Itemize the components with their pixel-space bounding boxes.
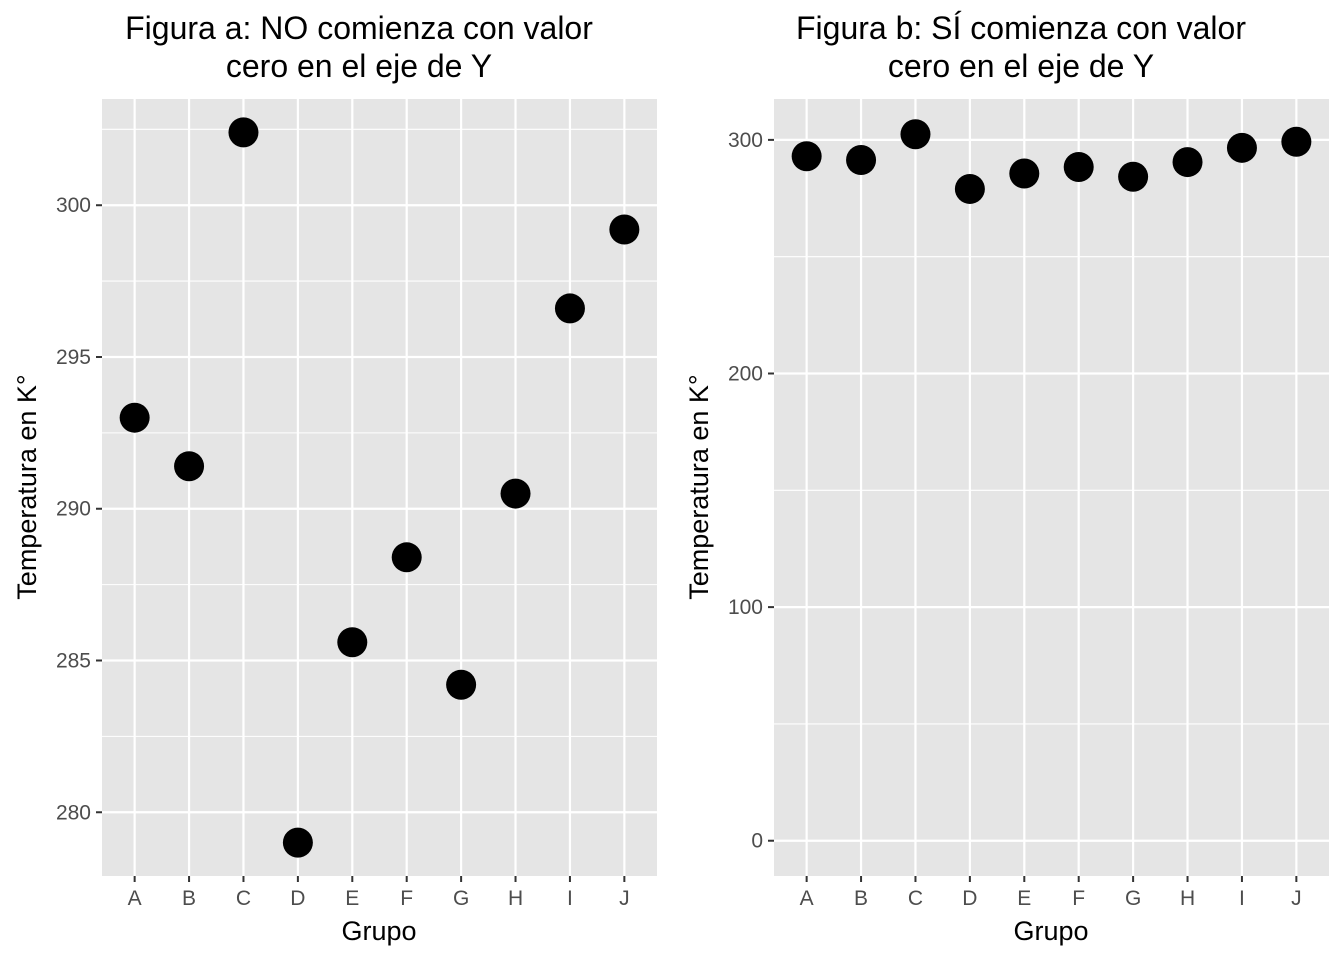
plot-background	[102, 99, 657, 876]
data-point	[391, 542, 422, 573]
chart-title-line1: Figura b: SÍ comienza con valor	[796, 10, 1246, 46]
y-axis-title: Temperatura en K°	[12, 374, 42, 599]
data-point	[446, 669, 477, 700]
data-point	[500, 478, 531, 509]
data-point	[609, 214, 640, 245]
x-tick-label: F	[400, 887, 413, 910]
x-tick-label: C	[908, 887, 923, 910]
x-tick-label: G	[453, 887, 469, 910]
x-tick-label: J	[1291, 887, 1302, 910]
x-tick-label: G	[1125, 887, 1141, 910]
y-tick-label: 280	[56, 801, 91, 824]
data-point	[174, 451, 205, 482]
x-axis-title: Grupo	[341, 916, 416, 946]
x-tick-label: B	[854, 887, 868, 910]
data-point	[900, 119, 931, 150]
plot-background	[774, 99, 1329, 876]
data-point	[1118, 161, 1149, 192]
data-point	[554, 293, 585, 324]
x-tick-label: H	[508, 887, 523, 910]
chart-title-line2: cero en el eje de Y	[226, 48, 492, 84]
y-tick-label: 200	[728, 362, 763, 385]
y-tick-label: 300	[56, 194, 91, 217]
x-tick-label: D	[290, 887, 305, 910]
data-point	[282, 827, 313, 858]
data-point	[954, 173, 985, 204]
x-tick-label: F	[1072, 887, 1085, 910]
data-point	[1172, 147, 1203, 178]
y-tick-label: 300	[728, 129, 763, 152]
data-point	[228, 117, 259, 148]
x-tick-label: E	[345, 887, 359, 910]
data-point	[1063, 151, 1094, 182]
data-point	[1281, 126, 1312, 157]
y-axis-title: Temperatura en K°	[684, 374, 714, 599]
x-tick-label: D	[962, 887, 977, 910]
y-tick-label: 285	[56, 650, 91, 673]
x-tick-label: C	[236, 887, 251, 910]
x-tick-label: J	[619, 887, 630, 910]
x-tick-label: I	[567, 887, 573, 910]
chart-panel-a: 280 285 290 295 300 A B C D E F G H I J Figura a: NO co…	[12, 10, 657, 946]
chart-title-line1: Figura a: NO comienza con valor	[125, 10, 593, 46]
x-tick-label: I	[1239, 887, 1245, 910]
x-tick-label: B	[182, 887, 196, 910]
x-tick-label: E	[1017, 887, 1031, 910]
chart-title-line2: cero en el eje de Y	[888, 48, 1154, 84]
x-axis-title: Grupo	[1013, 916, 1088, 946]
data-point	[1226, 132, 1257, 163]
chart-panel-b: 0 100 200 300 A B C D E F G H I J Figura b: SÍ comienz…	[684, 10, 1329, 946]
data-point	[791, 141, 822, 172]
data-point	[1009, 158, 1040, 189]
y-tick-label: 0	[751, 830, 763, 853]
y-tick-label: 295	[56, 346, 91, 369]
y-tick-label: 100	[728, 596, 763, 619]
data-point	[846, 144, 877, 175]
x-tick-label: A	[800, 887, 814, 910]
x-tick-label: A	[128, 887, 142, 910]
data-point	[119, 402, 150, 433]
data-point	[337, 627, 368, 658]
x-tick-label: H	[1180, 887, 1195, 910]
y-tick-label: 290	[56, 498, 91, 521]
